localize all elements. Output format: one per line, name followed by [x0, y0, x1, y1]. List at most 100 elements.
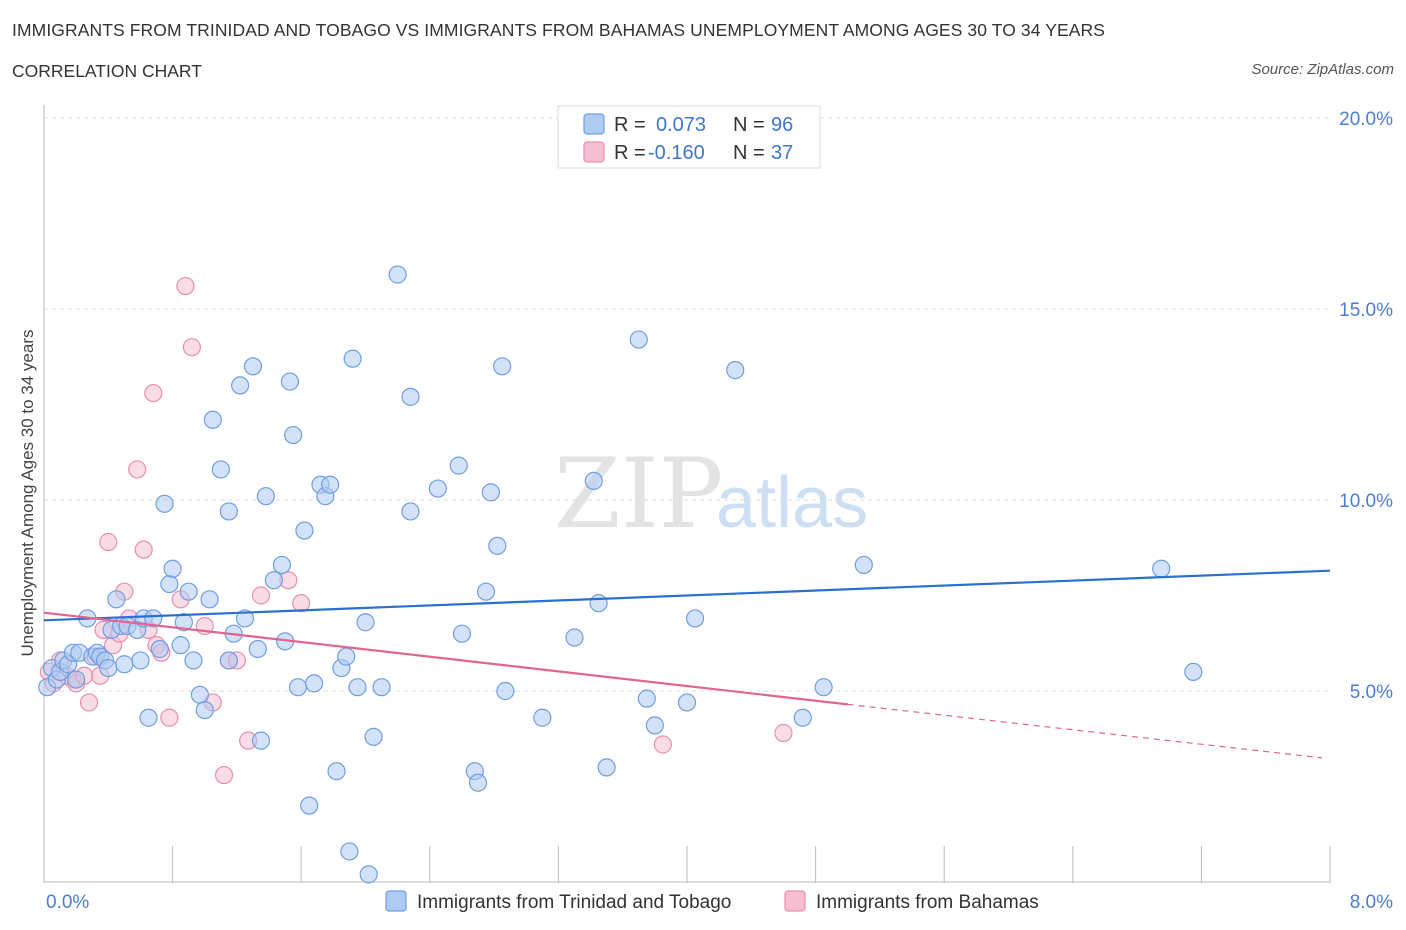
trinidad-point-45 [251, 731, 271, 750]
trinidad-point-54 [300, 796, 319, 815]
bahamas-point-7 [79, 693, 99, 712]
bahamas-point-34 [292, 594, 311, 613]
trinidad-point-55 [304, 674, 324, 693]
trinidad-point-48 [272, 555, 292, 575]
trinidad-point-65 [356, 613, 375, 632]
trinidad-point-25 [150, 639, 169, 659]
trinidad-point-86 [597, 758, 616, 777]
trinidad-point-35 [200, 590, 219, 609]
trinidad-point-77 [476, 582, 496, 601]
bottom-legend-swatch-bahamas [784, 890, 806, 912]
bahamas-point-22 [160, 708, 179, 727]
y-tick-label-10: 10.0% [1339, 491, 1393, 512]
trinidad-point-74 [452, 624, 472, 643]
trinidad-point-39 [219, 502, 238, 521]
trinidad-point-88 [637, 689, 656, 708]
bahamas-point-19 [144, 383, 163, 403]
trinidad-point-96 [1152, 559, 1171, 578]
trinidad-point-26 [155, 494, 174, 513]
trinidad-point-69 [388, 265, 407, 284]
trinidad-point-28 [163, 559, 182, 578]
trinidad-point-79 [488, 536, 507, 555]
trinidad-point-81 [496, 681, 515, 701]
bottom-legend-label-trinidad: Immigrants from Trinidad and Tobago [417, 892, 731, 913]
trinidad-point-80 [493, 357, 512, 376]
trinidad-points [38, 265, 1203, 884]
trinidad-point-95 [854, 555, 873, 575]
trinidad-point-41 [231, 376, 250, 395]
trinidad-point-30 [174, 613, 193, 632]
trinidad-point-89 [645, 716, 664, 735]
bahamas-point-35 [653, 735, 672, 754]
watermark: ZIP atlas [554, 438, 868, 550]
trinidad-point-29 [171, 636, 190, 655]
trinidad-point-44 [248, 639, 267, 659]
bottom-legend-label-bahamas: Immigrants from Bahamas [816, 892, 1039, 913]
trinidad-point-32 [184, 651, 203, 670]
trinidad-point-83 [565, 628, 584, 647]
trinidad-point-90 [677, 693, 697, 712]
chart-source: Source: ZipAtlas.com [1251, 61, 1394, 78]
trinidad-point-38 [219, 651, 238, 670]
legend-r-label-1: R = [614, 114, 646, 136]
trinidad-point-85 [589, 594, 608, 613]
trinidad-point-84 [584, 471, 603, 490]
trinidad-point-58 [321, 475, 340, 494]
trinidad-point-7 [67, 670, 86, 689]
trinidad-point-34 [195, 700, 214, 720]
trinidad-point-52 [288, 678, 308, 697]
trinidad-point-21 [131, 651, 150, 670]
legend-n-value-1: 96 [771, 114, 793, 136]
trinidad-point-16 [107, 590, 126, 609]
chart-title: IMMIGRANTS FROM TRINIDAD AND TOBAGO VS I… [12, 20, 1106, 40]
trinidad-point-42 [235, 609, 255, 628]
trinidad-point-94 [814, 678, 833, 697]
trinidad-point-91 [685, 609, 705, 628]
trinidad-point-33 [190, 685, 210, 704]
trinidad-point-82 [533, 708, 552, 727]
trinidad-point-67 [364, 727, 383, 746]
bahamas-point-11 [99, 532, 118, 552]
bahamas-point-24 [176, 276, 195, 296]
legend-r-value-1: 0.073 [656, 114, 706, 136]
legend-n-value-2: 37 [771, 142, 793, 164]
trinidad-point-43 [243, 357, 263, 376]
trinidad-point-71 [401, 387, 420, 406]
trinidad-point-73 [449, 456, 468, 475]
trinidad-point-70 [401, 502, 420, 521]
top-legend: R = 0.073 N = 96 R = -0.160 N = 37 [557, 105, 821, 169]
trinidad-point-92 [726, 361, 745, 380]
bahamas-trend-extension [847, 703, 1323, 759]
bahamas-point-17 [134, 540, 153, 559]
trinidad-point-47 [264, 571, 283, 590]
trinidad-point-72 [428, 479, 447, 498]
legend-n-label-2: N = [733, 142, 765, 164]
y-tick-label-20: 20.0% [1339, 109, 1393, 130]
trinidad-point-14 [99, 658, 118, 678]
legend-swatch-trinidad [583, 113, 605, 135]
trinidad-point-27 [160, 574, 179, 594]
trinidad-point-24 [144, 609, 163, 628]
trinidad-point-18 [115, 655, 134, 674]
trinidad-point-59 [327, 762, 346, 781]
trinidad-point-23 [139, 708, 158, 727]
trinidad-point-76 [468, 773, 488, 792]
grid-lines [44, 117, 1330, 692]
legend-r-value-2: -0.160 [648, 142, 705, 164]
legend-swatch-bahamas [583, 141, 605, 163]
bottom-legend-swatch-trinidad [385, 890, 407, 912]
trinidad-point-78 [481, 483, 500, 502]
trinidad-point-61 [337, 647, 356, 666]
x-tick-label-max: 8.0% [1350, 892, 1393, 913]
y-axis-label: Unemployment Among Ages 30 to 34 years [18, 330, 37, 657]
trinidad-point-37 [211, 460, 230, 479]
tick-labels: 5.0% 10.0% 15.0% 20.0% 0.0% 8.0% [46, 109, 1393, 913]
bahamas-point-36 [774, 723, 793, 743]
trinidad-point-50 [280, 372, 300, 391]
trinidad-point-31 [179, 582, 198, 601]
trinidad-point-51 [284, 425, 303, 445]
y-tick-label-5: 5.0% [1350, 682, 1393, 703]
trinidad-point-87 [629, 330, 648, 349]
bahamas-point-16 [128, 460, 147, 479]
